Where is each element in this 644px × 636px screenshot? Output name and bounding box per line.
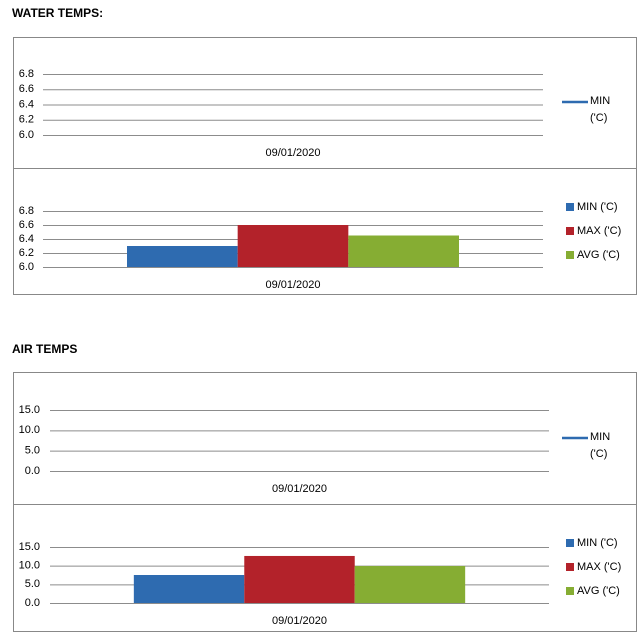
x-tick-label: 09/01/2020 bbox=[272, 483, 327, 495]
bar bbox=[237, 225, 349, 267]
legend-swatch bbox=[566, 587, 574, 595]
legend-label: MIN ('C) bbox=[577, 537, 618, 549]
y-tick-label: 5.0 bbox=[25, 445, 40, 457]
legend-label: AVG ('C) bbox=[577, 585, 620, 597]
legend-label-box: MIN ('C) bbox=[590, 95, 611, 124]
legend-label-box: MIN ('C) bbox=[590, 431, 611, 460]
y-tick-label: 5.0 bbox=[25, 578, 40, 590]
y-tick-label: 15.0 bbox=[19, 541, 40, 553]
y-tick-label: 0.0 bbox=[25, 597, 40, 609]
chart-panel bbox=[13, 504, 637, 632]
y-tick-label: 6.2 bbox=[19, 247, 34, 259]
legend-swatch bbox=[566, 539, 574, 547]
bar bbox=[127, 246, 238, 267]
y-tick-label: 6.0 bbox=[19, 261, 34, 273]
legend-swatch bbox=[566, 251, 574, 259]
chart-panel bbox=[13, 37, 637, 169]
legend-swatch bbox=[566, 203, 574, 211]
legend-swatch bbox=[566, 563, 574, 571]
bar bbox=[244, 555, 355, 603]
bar bbox=[354, 566, 466, 603]
chart-panel bbox=[13, 168, 637, 295]
legend-label: MIN ('C) bbox=[590, 431, 611, 460]
x-tick-label: 09/01/2020 bbox=[265, 147, 320, 159]
legend-label: MAX ('C) bbox=[577, 225, 621, 237]
y-tick-label: 6.2 bbox=[19, 114, 34, 126]
section-heading: WATER TEMPS: bbox=[12, 6, 103, 20]
y-tick-label: 6.0 bbox=[19, 129, 34, 141]
legend-label: MAX ('C) bbox=[577, 561, 621, 573]
y-tick-label: 6.8 bbox=[19, 68, 34, 80]
y-tick-label: 6.4 bbox=[19, 98, 34, 110]
y-tick-label: 10.0 bbox=[19, 424, 40, 436]
x-tick-label: 09/01/2020 bbox=[272, 615, 327, 627]
y-tick-label: 6.6 bbox=[19, 83, 34, 95]
y-tick-label: 6.4 bbox=[19, 233, 34, 245]
x-tick-label: 09/01/2020 bbox=[265, 279, 320, 291]
bar bbox=[133, 575, 245, 603]
legend-label: MIN ('C) bbox=[577, 201, 618, 213]
y-tick-label: 10.0 bbox=[19, 560, 40, 572]
legend-label: MIN ('C) bbox=[590, 95, 611, 124]
y-tick-label: 15.0 bbox=[19, 404, 40, 416]
legend-swatch bbox=[566, 227, 574, 235]
legend-label: AVG ('C) bbox=[577, 249, 620, 261]
section-heading: AIR TEMPS bbox=[12, 342, 77, 356]
y-tick-label: 6.6 bbox=[19, 219, 34, 231]
bar bbox=[348, 235, 459, 267]
y-tick-label: 6.8 bbox=[19, 205, 34, 217]
y-tick-label: 0.0 bbox=[25, 465, 40, 477]
